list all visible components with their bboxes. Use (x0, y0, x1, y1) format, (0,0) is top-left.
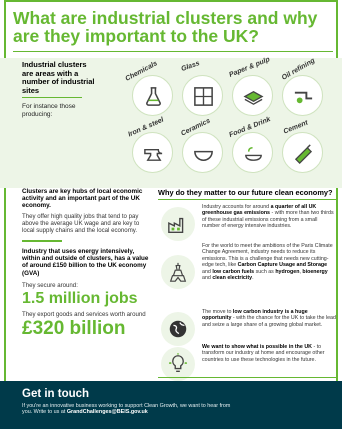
economy-divider (22, 239, 62, 242)
economy-text: They offer high quality jobs that tend t… (22, 212, 140, 234)
emissions-text: Industry accounts for around a quarter o… (202, 204, 334, 230)
lightbulb-badge (161, 347, 195, 381)
oil-circle (282, 75, 323, 116)
chemicals-flask-icon (146, 87, 161, 106)
globe-badge (161, 312, 195, 346)
secure-label: They secure around: (22, 281, 78, 289)
food-drink-circle (232, 132, 273, 173)
contact-title: Get in touch (22, 388, 90, 400)
contact-text: If you're an innovative business working… (22, 403, 231, 416)
clean-economy-divider (158, 199, 336, 200)
factory-icon-badge (161, 207, 195, 241)
contact-email-link[interactable]: GrandChallenges@BEIS.gov.uk (66, 409, 148, 416)
paris-text: For the world to meet the ambitions of t… (202, 243, 333, 282)
paper-stack-icon (243, 90, 264, 105)
jobs-figure: 1.5 million jobs (22, 289, 138, 307)
paris-row: For the world to meet the ambitions of t… (158, 243, 338, 309)
opportunity-text: The move to low carbon industry is a hug… (202, 309, 336, 328)
glass-circle (182, 75, 223, 116)
emissions-row: Industry accounts for around a quarter o… (158, 204, 338, 254)
eiffel-tower-icon (169, 262, 187, 282)
title-line-1: What are industrial clusters and why (13, 8, 318, 28)
clean-economy-heading: Why do they matter to our future clean e… (158, 188, 333, 197)
factory-icon (168, 217, 184, 233)
ceramics-circle (182, 132, 223, 173)
globe-icon (169, 320, 187, 338)
oil-pipeline-icon (294, 91, 313, 104)
page-title: What are industrial clusters and why are… (13, 9, 333, 45)
clusters-intro-divider (22, 97, 82, 98)
gva-heading: Industry that uses energy intensively, w… (22, 247, 149, 277)
eiffel-tower-badge (161, 255, 195, 289)
clusters-intro: Industrial clusters are areas with a num… (22, 60, 95, 95)
anvil-icon (144, 148, 163, 161)
food-drink-icon (245, 146, 262, 161)
title-divider (13, 51, 333, 52)
ceramic-bowl-icon (194, 150, 213, 161)
footer-divider (158, 377, 336, 378)
clusters-band (0, 58, 342, 188)
glass-panes-icon (194, 87, 213, 106)
export-figure: £320 billion (22, 317, 126, 339)
clusters-note: For instance those producing: (22, 103, 76, 118)
lightbulb-icon (168, 353, 188, 373)
economy-column: Clusters are key hubs of local economic … (22, 188, 150, 339)
chemicals-circle (132, 75, 173, 116)
export-label: They export goods and services worth aro… (22, 310, 146, 318)
cement-trowel-icon (294, 144, 313, 164)
iron-steel-circle (132, 132, 173, 173)
contact-footer (0, 381, 342, 429)
title-line-2: are they important to the UK? (13, 26, 259, 46)
page-border (4, 0, 338, 429)
paper-circle (232, 75, 273, 116)
opportunity-row: The move to low carbon industry is a hug… (158, 309, 338, 349)
cement-circle (282, 132, 323, 173)
show-possible-text: We want to show what is possible in the … (202, 344, 325, 363)
show-possible-row: We want to show what is possible in the … (158, 344, 338, 381)
economy-heading: Clusters are key hubs of local economic … (22, 188, 143, 210)
